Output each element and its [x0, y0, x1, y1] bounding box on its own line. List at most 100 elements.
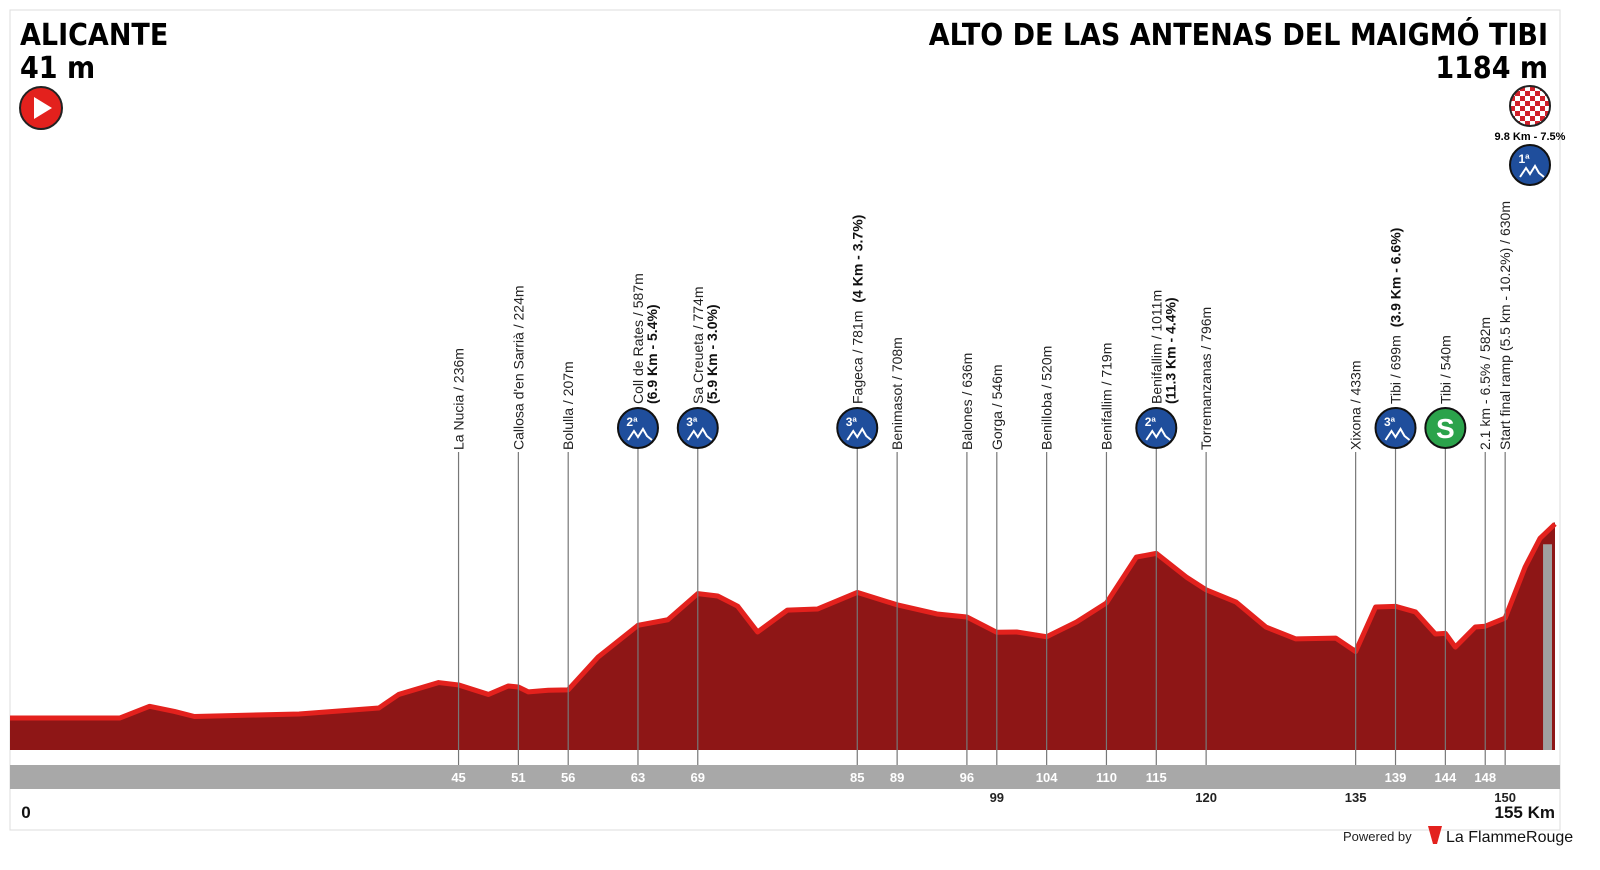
- finish-climb: 9.8 Km - 7.5%: [1495, 131, 1566, 143]
- check: [1520, 86, 1525, 91]
- check: [1540, 111, 1545, 116]
- marker-label: Tibi / 699m (3.9 Km - 6.6%): [1388, 228, 1404, 404]
- badge: [1374, 407, 1417, 449]
- check: [1530, 86, 1535, 91]
- marker-name: Benifallim / 1011m: [1148, 290, 1164, 404]
- marker-name: Torremanzanas / 796m: [1198, 307, 1214, 450]
- km-label: 89: [890, 770, 904, 785]
- check: [1540, 101, 1545, 106]
- x-tick-label: 155 Km: [1495, 803, 1555, 822]
- badge-label: 1ª: [1518, 152, 1530, 166]
- check: [1535, 116, 1540, 121]
- marker-label: Coll de Rates / 587m: [630, 273, 646, 404]
- check: [1510, 121, 1515, 126]
- marker-name: Callosa d'en Sarrià / 224m: [510, 285, 526, 450]
- check: [1545, 101, 1550, 106]
- check: [1535, 96, 1540, 101]
- km-label: 148: [1474, 770, 1496, 785]
- badge-label: 2ª: [626, 415, 638, 429]
- check: [1545, 86, 1550, 91]
- check: [1540, 116, 1545, 121]
- check: [1535, 121, 1540, 126]
- check: [1540, 106, 1545, 111]
- check: [1545, 121, 1550, 126]
- marker-name: Benilloba / 520m: [1039, 346, 1055, 450]
- km-label: 69: [691, 770, 705, 785]
- km-label: 139: [1385, 770, 1407, 785]
- check: [1540, 91, 1545, 96]
- check: [1525, 106, 1530, 111]
- check: [1535, 106, 1540, 111]
- km-label: 96: [960, 770, 974, 785]
- marker-name: Gorga / 546m: [989, 364, 1005, 450]
- check: [1525, 91, 1530, 96]
- brand: La FlammeRouge: [1446, 829, 1573, 846]
- check: [1535, 111, 1540, 116]
- check: [1545, 111, 1550, 116]
- marker-label: Balones / 636m: [959, 353, 975, 450]
- km-label: 63: [631, 770, 645, 785]
- badge-label: 3ª: [846, 415, 858, 429]
- check: [1525, 121, 1530, 126]
- badge-label: S: [1436, 413, 1455, 444]
- check: [1510, 86, 1515, 91]
- finish-name: ALTO DE LAS ANTENAS DEL MAIGMÓ TIBI: [929, 16, 1548, 53]
- check: [1520, 121, 1525, 126]
- check: [1540, 96, 1545, 101]
- marker-label: 2.1 km - 6.5% / 582m: [1477, 317, 1493, 450]
- badge-icon: [1384, 427, 1411, 441]
- check: [1530, 121, 1535, 126]
- final-km: [1543, 544, 1552, 750]
- km-label: 110: [1096, 770, 1117, 785]
- marker-name: Sa Creueta / 774m: [690, 286, 706, 404]
- check: [1545, 106, 1550, 111]
- check: [1520, 116, 1525, 121]
- check: [1515, 101, 1520, 106]
- finish-badge: 1ª: [1509, 144, 1551, 186]
- check: [1525, 116, 1530, 121]
- badge: [1509, 144, 1551, 186]
- marker-label: Bolulla / 207m: [560, 361, 576, 450]
- finish-altitude: 1184 m: [1435, 51, 1548, 86]
- badge: [676, 407, 719, 449]
- badge: [1135, 407, 1178, 449]
- km-label: 120: [1195, 790, 1217, 805]
- km-label: 99: [990, 790, 1004, 805]
- marker-name: Balones / 636m: [959, 353, 975, 450]
- check: [1535, 101, 1540, 106]
- badge-icon: [686, 427, 713, 441]
- check: [1535, 86, 1540, 91]
- check: [1530, 91, 1535, 96]
- km-label: 104: [1036, 770, 1058, 785]
- marker-detail: (4 Km - 3.7%): [849, 215, 865, 303]
- check: [1525, 101, 1530, 106]
- check: [1530, 111, 1535, 116]
- check: [1545, 96, 1550, 101]
- check: [1515, 96, 1520, 101]
- frame: [9, 9, 1561, 831]
- powered-by: Powered by: [1343, 829, 1412, 844]
- marker-name: Tibi / 540m: [1437, 335, 1453, 404]
- check: [1530, 116, 1535, 121]
- check: [1515, 111, 1520, 116]
- x-tick-label: 0: [21, 803, 30, 822]
- badge-icon: [627, 427, 653, 441]
- check: [1520, 96, 1525, 101]
- start-name: ALICANTE: [20, 18, 168, 53]
- marker-name: Bolulla / 207m: [560, 361, 576, 450]
- check: [1520, 91, 1525, 96]
- marker-label: Benifallim / 719m: [1098, 343, 1114, 450]
- check: [1530, 106, 1535, 111]
- marker-label: Xixona / 433m: [1348, 361, 1364, 451]
- check: [1515, 106, 1520, 111]
- brand-logo: [1428, 826, 1442, 844]
- marker-name: La Nucia / 236m: [451, 348, 467, 450]
- check: [1525, 111, 1530, 116]
- check: [1530, 96, 1535, 101]
- km-label: 85: [850, 770, 864, 785]
- km-label: 115: [1146, 770, 1167, 785]
- marker-name: Benimasot / 708m: [889, 337, 905, 450]
- check: [1520, 106, 1525, 111]
- badge: [836, 407, 879, 449]
- marker-detail: (11.3 Km - 4.4%): [1162, 297, 1178, 404]
